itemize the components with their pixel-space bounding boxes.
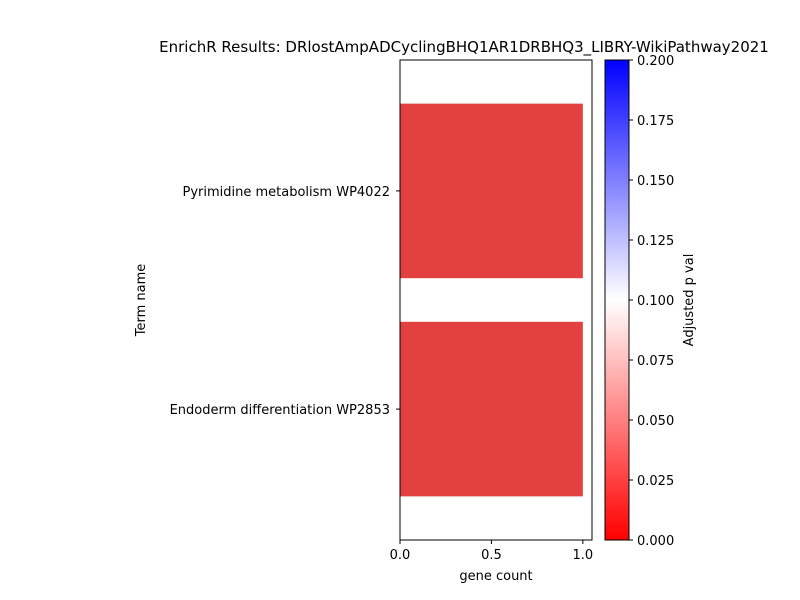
y-tick-label: Pyrimidine metabolism WP4022 (183, 185, 391, 200)
colorbar-gradient (605, 60, 629, 540)
x-axis-label: gene count (459, 569, 532, 584)
plot-frame (399, 59, 593, 541)
colorbar-label: Adjusted p val (682, 254, 697, 347)
colorbar-tick-label: 0.125 (637, 234, 674, 249)
colorbar-ticks: 0.000 0.025 0.050 0.075 0.100 0.125 0.150 0.175… (629, 54, 674, 549)
colorbar-tick-label: 0.075 (637, 354, 674, 369)
bar-series (400, 103, 583, 497)
colorbar-tick-label: 0.150 (637, 174, 674, 189)
colorbar-tick-label: 0.025 (637, 474, 674, 489)
y-tick-label: Endoderm differentiation WP2853 (170, 403, 390, 418)
bar-1 (400, 103, 583, 279)
colorbar-tick-label: 0.050 (637, 414, 674, 429)
x-axis-ticks: 0.0 0.5 1.0 (390, 540, 594, 563)
bar-2 (400, 321, 583, 497)
x-tick-label: 0.5 (481, 548, 502, 563)
colorbar-tick-label: 0.200 (637, 54, 674, 69)
y-axis-label: Term name (134, 264, 149, 338)
x-tick-label: 1.0 (573, 548, 594, 563)
plot-area: 0.0 0.5 1.0 Pyrimidine metabolism WP4022 En… (170, 59, 594, 563)
colorbar-tick-label: 0.000 (637, 534, 674, 549)
y-axis-ticks: Pyrimidine metabolism WP4022 Endoderm dif… (170, 185, 400, 418)
chart-title: EnrichR Results: DRlostAmpADCyclingBHQ1A… (159, 38, 769, 57)
x-tick-label: 0.0 (390, 548, 411, 563)
colorbar-tick-label: 0.175 (637, 114, 674, 129)
colorbar: 0.000 0.025 0.050 0.075 0.100 0.125 0.150 0.175… (604, 54, 674, 549)
colorbar-tick-label: 0.100 (637, 294, 674, 309)
